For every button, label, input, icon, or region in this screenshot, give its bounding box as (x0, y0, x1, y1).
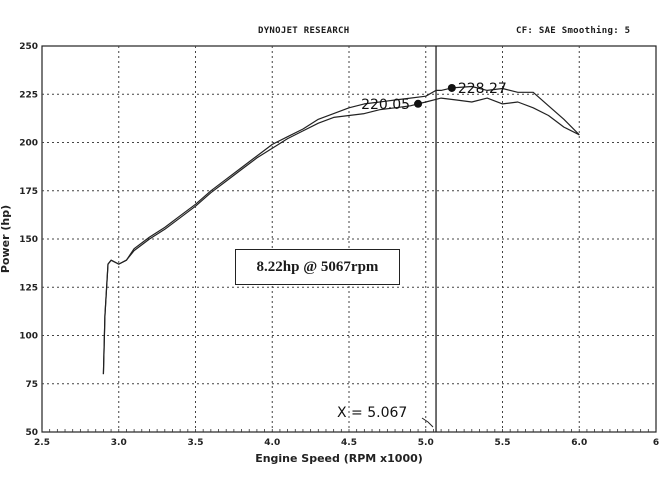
peak-label-2: 228.27 (458, 81, 507, 97)
power-gain-callout: 8.22hp @ 5067rpm (235, 249, 400, 285)
power-curve-1 (102, 97, 580, 375)
power-gain-text: 8.22hp @ 5067rpm (256, 258, 379, 275)
peak-marker-1 (414, 99, 423, 108)
x-axis-title: Engine Speed (RPM x1000) (255, 452, 423, 465)
x-tick-label: 3.5 (188, 438, 204, 448)
y-tick-label: 75 (25, 380, 38, 390)
y-tick-label: 175 (19, 187, 38, 197)
x-tick-label: 6 (653, 438, 659, 448)
chart-header-correction: CF: SAE Smoothing: 5 (516, 26, 631, 36)
x-tick-label: 5.0 (418, 438, 434, 448)
y-axis-title: Power (hp) (0, 205, 12, 273)
x-tick-label: 3.0 (111, 438, 127, 448)
peak-marker-2 (447, 83, 456, 92)
x-tick-label: 6.0 (571, 438, 587, 448)
cursor-readout-hook (421, 417, 434, 428)
x-tick-label: 2.5 (34, 438, 50, 448)
y-tick-label: 100 (19, 332, 38, 342)
y-tick-label: 150 (19, 235, 38, 245)
y-tick-label: 125 (19, 283, 38, 293)
x-tick-label: 4.5 (341, 438, 357, 448)
y-tick-label: 225 (19, 90, 38, 100)
cursor-readout: X = 5.067 (337, 405, 407, 421)
y-tick-label: 250 (19, 42, 38, 52)
x-tick-label: 5.5 (495, 438, 511, 448)
power-curve-2 (102, 85, 580, 375)
chart-header-title: DYNOJET RESEARCH (258, 26, 350, 36)
x-tick-label: 4.0 (264, 438, 280, 448)
peak-label-1: 220.05 (361, 97, 410, 113)
y-tick-label: 50 (25, 428, 38, 438)
y-tick-label: 200 (19, 139, 38, 149)
